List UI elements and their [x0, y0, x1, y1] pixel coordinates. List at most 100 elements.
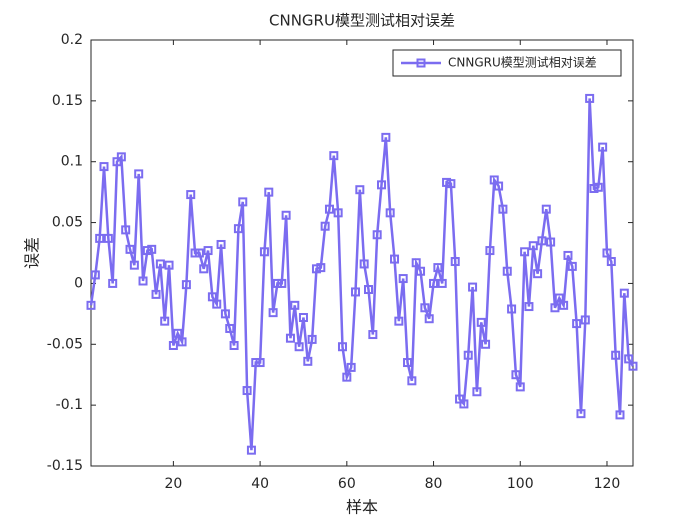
marker: [121, 225, 131, 235]
marker: [398, 274, 408, 284]
marker: [242, 386, 252, 396]
marker: [485, 246, 495, 256]
marker: [160, 316, 170, 326]
marker: [602, 248, 612, 258]
marker: [524, 302, 534, 312]
marker: [350, 287, 360, 297]
marker: [342, 372, 352, 382]
marker: [528, 241, 538, 251]
marker: [598, 142, 608, 152]
marker: [277, 278, 287, 288]
marker: [437, 278, 447, 288]
marker: [303, 356, 313, 366]
marker: [307, 334, 317, 344]
marker: [268, 308, 278, 318]
marker: [628, 361, 638, 371]
marker: [364, 285, 374, 295]
marker: [394, 316, 404, 326]
marker: [541, 204, 551, 214]
marker: [95, 233, 105, 243]
marker: [281, 210, 291, 220]
marker: [316, 263, 326, 273]
marker: [329, 151, 339, 161]
marker: [420, 303, 430, 313]
y-tick-label: 0.1: [61, 154, 83, 170]
marker: [203, 246, 213, 256]
chart-title: CNNGRU模型测试相对误差: [269, 12, 455, 30]
marker: [246, 445, 256, 455]
marker: [125, 244, 135, 254]
marker: [168, 341, 178, 351]
marker: [324, 204, 334, 214]
marker: [333, 208, 343, 218]
marker: [151, 289, 161, 299]
marker: [520, 247, 530, 257]
legend-text: CNNGRU模型测试相对误差: [448, 55, 597, 70]
marker: [550, 303, 560, 313]
marker: [134, 169, 144, 179]
y-tick-label: 0.2: [61, 32, 83, 48]
marker: [155, 259, 165, 269]
y-tick-label: -0.15: [47, 458, 83, 474]
marker: [424, 314, 434, 324]
plot-area: [90, 39, 634, 467]
marker: [225, 323, 235, 333]
marker: [255, 358, 265, 368]
marker: [359, 259, 369, 269]
marker: [259, 247, 269, 257]
marker: [567, 261, 577, 271]
marker: [619, 288, 629, 298]
marker: [372, 230, 382, 240]
marker: [337, 342, 347, 352]
marker: [233, 224, 243, 234]
marker: [481, 339, 491, 349]
x-tick-label: 20: [164, 476, 182, 492]
marker: [264, 187, 274, 197]
marker: [385, 208, 395, 218]
marker: [533, 269, 543, 279]
x-axis-label: 样本: [346, 498, 378, 517]
marker: [559, 300, 569, 310]
marker: [368, 330, 378, 340]
x-tick-label: 80: [425, 476, 443, 492]
marker: [212, 299, 222, 309]
marker: [494, 181, 504, 191]
marker: [502, 266, 512, 276]
marker: [507, 304, 517, 314]
marker: [563, 250, 573, 260]
marker: [108, 278, 118, 288]
marker: [407, 376, 417, 386]
marker: [611, 350, 621, 360]
marker: [381, 132, 391, 142]
y-tick-label: 0.15: [52, 93, 83, 109]
marker: [585, 93, 595, 103]
marker: [390, 254, 400, 264]
marker: [463, 350, 473, 360]
marker: [173, 328, 183, 338]
marker: [593, 182, 603, 192]
marker: [164, 260, 174, 270]
marker: [403, 358, 413, 368]
marker: [459, 399, 469, 409]
y-axis-label: 误差: [23, 237, 42, 269]
marker: [199, 264, 209, 274]
marker: [320, 221, 330, 231]
marker: [468, 282, 478, 292]
marker: [103, 233, 113, 243]
marker: [476, 317, 486, 327]
series-line: [89, 98, 635, 451]
marker: [194, 248, 204, 258]
marker: [450, 257, 460, 267]
marker: [472, 387, 482, 397]
marker: [116, 152, 126, 162]
marker: [377, 180, 387, 190]
marker: [216, 239, 226, 249]
marker: [433, 263, 443, 273]
y-tick-label: 0: [74, 275, 83, 291]
marker: [446, 179, 456, 189]
marker: [546, 237, 556, 247]
marker: [298, 313, 308, 323]
marker: [285, 333, 295, 343]
marker: [511, 370, 521, 380]
